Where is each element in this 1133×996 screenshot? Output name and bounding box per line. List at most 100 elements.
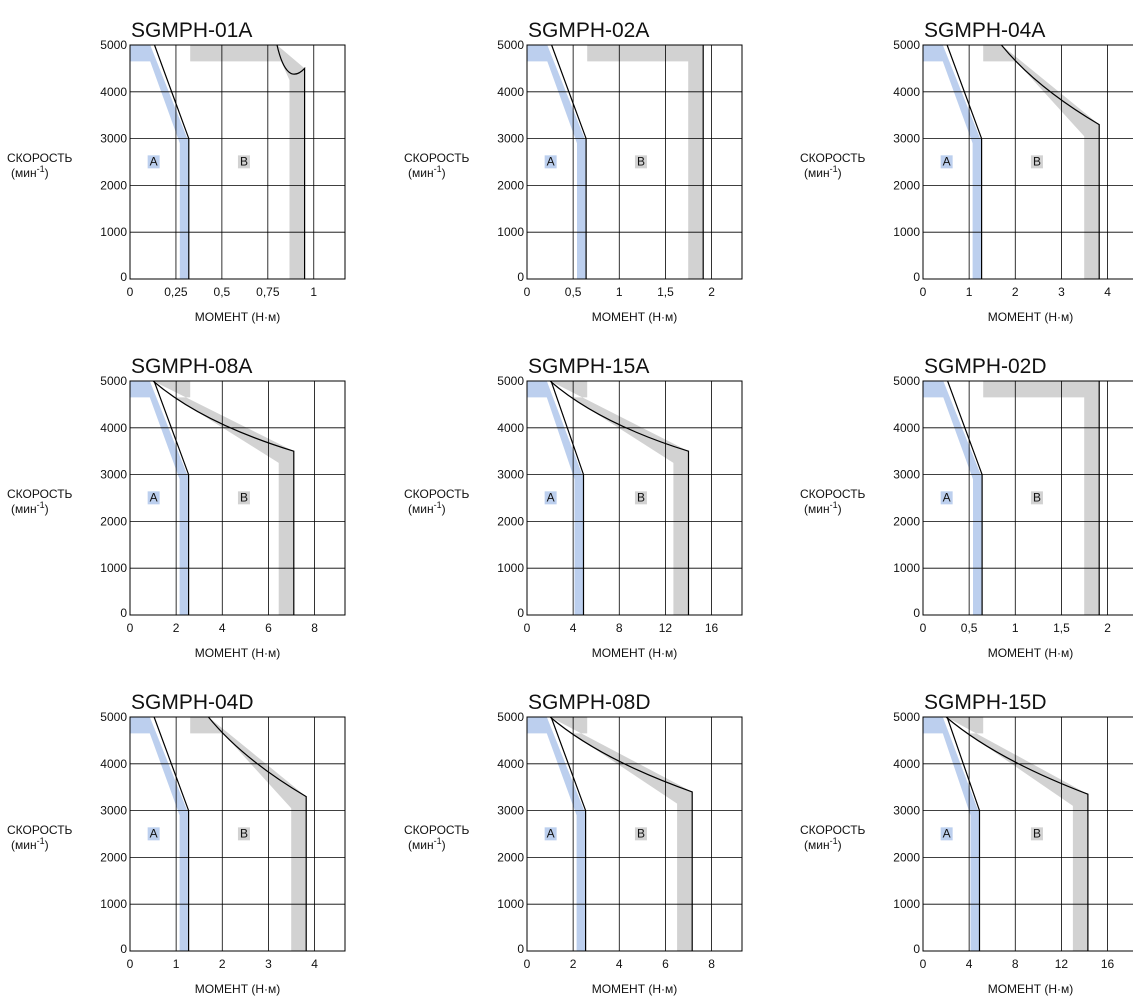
x-tick-label: 2 (570, 957, 577, 971)
region-a-label-bg (940, 827, 953, 841)
y-tick-label: 3000 (100, 132, 127, 146)
y-axis-label: СКОРОСТЬ (404, 823, 470, 837)
x-tick-label: 0 (920, 957, 927, 971)
y-axis-unit-exp: -1 (434, 164, 442, 174)
chart-title: SGMPH-15A (528, 355, 649, 378)
plot-frame (922, 380, 1133, 616)
y-axis-unit: (мин-1) (11, 500, 49, 516)
y-axis-unit-text: (мин (11, 838, 37, 852)
x-tick-label: 0 (524, 621, 531, 635)
region-b-label: B (240, 154, 248, 168)
y-tick-label: 1000 (100, 225, 127, 239)
peak-torque-line (549, 380, 690, 615)
peak-torque-line (207, 716, 307, 951)
rated-torque-line (153, 380, 190, 615)
y-tick-label: 4000 (893, 85, 920, 99)
region-b-label-bg (634, 827, 647, 841)
region-b-label-bg (237, 491, 250, 505)
y-axis-label: СКОРОСТЬ (7, 151, 73, 165)
x-tick-label: 16 (1101, 957, 1115, 971)
y-tick-label: 4000 (497, 757, 524, 771)
y-tick-label: 2000 (100, 514, 127, 528)
chart-title: SGMPH-04D (131, 691, 254, 714)
y-axis-unit-text: (мин (408, 502, 434, 516)
region-a-label-bg (544, 155, 557, 169)
region-b (190, 717, 307, 951)
x-axis-label: МОМЕНТ (Н·м) (592, 310, 678, 324)
y-tick-label: 4000 (497, 421, 524, 435)
x-tick-label: 0,5 (214, 285, 231, 299)
y-axis-unit: (мин-1) (408, 500, 446, 516)
peak-torque-line (549, 716, 693, 951)
y-axis-unit: (мин-1) (804, 164, 842, 180)
region-b-label: B (1033, 826, 1041, 840)
region-a (923, 717, 980, 951)
region-a (527, 717, 586, 951)
y-axis-label: СКОРОСТЬ (404, 487, 470, 501)
region-b-label-bg (1030, 491, 1043, 505)
y-tick-label: 5000 (497, 38, 524, 52)
y-tick-label: 2000 (497, 850, 524, 864)
rated-torque-line (153, 44, 190, 279)
x-tick-label: 1 (173, 957, 180, 971)
y-tick-label: 4000 (100, 85, 127, 99)
chart-1: SGMPH-01A A B 0 1000 2000 3000 4000 5000 0 0,25 0,5… (7, 19, 346, 324)
y-tick-label: 3000 (893, 468, 920, 482)
x-tick-label: 0 (127, 621, 134, 635)
x-tick-label: 4 (1104, 285, 1111, 299)
region-b-label-bg (634, 155, 647, 169)
region-a (527, 45, 587, 279)
y-axis-unit-close: ) (45, 166, 49, 180)
y-tick-label: 1000 (100, 561, 127, 575)
y-axis-unit-text: (мин (11, 166, 37, 180)
y-tick-label: 0 (913, 270, 920, 284)
rated-torque-line (551, 44, 587, 279)
x-axis-label: МОМЕНТ (Н·м) (988, 982, 1074, 996)
region-a-label: A (943, 490, 951, 504)
y-tick-label: 3000 (100, 804, 127, 818)
chart-title: SGMPH-08D (528, 691, 651, 714)
y-axis-unit-exp: -1 (434, 500, 442, 510)
x-tick-label: 8 (708, 957, 715, 971)
chart-9: SGMPH-15D A B 0 1000 2000 3000 4000 5000 0 4 8 12 16 М… (800, 691, 1133, 996)
y-tick-label: 2000 (100, 850, 127, 864)
chart-title: SGMPH-04A (924, 19, 1045, 42)
peak-torque-line (276, 44, 306, 279)
x-axis-label: МОМЕНТ (Н·м) (195, 310, 281, 324)
x-tick-label: 3 (265, 957, 272, 971)
y-axis-unit: (мин-1) (804, 836, 842, 852)
y-tick-label: 2000 (893, 514, 920, 528)
x-tick-label: 8 (311, 621, 318, 635)
x-tick-label: 1 (1012, 621, 1019, 635)
x-tick-label: 0 (127, 285, 134, 299)
y-tick-label: 2000 (893, 178, 920, 192)
x-tick-label: 1 (966, 285, 973, 299)
plot-frame (922, 716, 1133, 952)
region-b-label: B (1033, 154, 1041, 168)
y-tick-label: 0 (517, 606, 524, 620)
plot-frame (526, 380, 743, 616)
x-tick-label: 4 (570, 621, 577, 635)
x-tick-label: 8 (616, 621, 623, 635)
y-axis-label: СКОРОСТЬ (7, 823, 73, 837)
region-a-label: A (150, 490, 158, 504)
y-axis-unit-text: (мин (408, 166, 434, 180)
x-tick-label: 6 (662, 957, 669, 971)
y-tick-label: 3000 (100, 468, 127, 482)
region-a (130, 381, 189, 615)
x-axis-label: МОМЕНТ (Н·м) (195, 982, 281, 996)
rated-torque-line (946, 716, 981, 951)
y-axis-unit-exp: -1 (830, 164, 838, 174)
chart-8: SGMPH-08D A B 0 1000 2000 3000 4000 5000 0 2 4 6 8 МОМ… (404, 691, 743, 996)
region-b-label: B (637, 826, 645, 840)
y-axis-unit-close: ) (45, 502, 49, 516)
y-tick-label: 5000 (893, 710, 920, 724)
x-tick-label: 12 (659, 621, 673, 635)
x-tick-label: 12 (1055, 957, 1069, 971)
y-axis-unit-exp: -1 (434, 836, 442, 846)
x-tick-label: 3 (1058, 285, 1065, 299)
y-tick-label: 0 (517, 942, 524, 956)
y-tick-label: 1000 (893, 561, 920, 575)
